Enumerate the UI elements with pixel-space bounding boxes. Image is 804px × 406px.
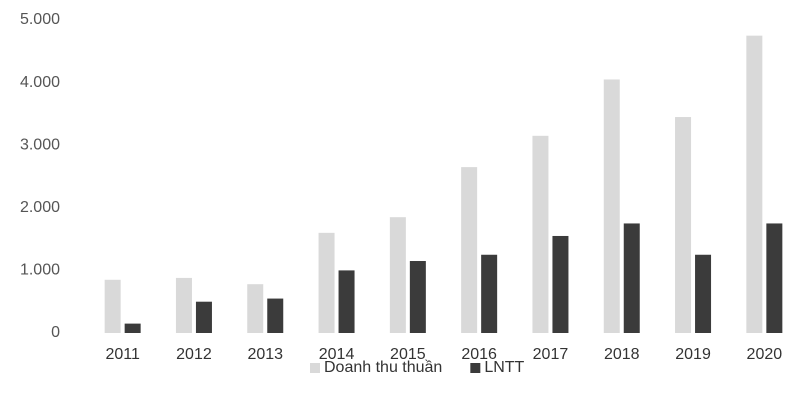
x-tick-label: 2015	[390, 346, 426, 363]
bar	[338, 270, 355, 333]
bar	[247, 284, 264, 333]
bar	[318, 232, 335, 333]
bar	[532, 135, 549, 333]
bar	[124, 323, 141, 333]
x-tick-label: 2013	[247, 346, 283, 363]
x-tick-label: 2014	[319, 346, 355, 363]
x-tick-label: 2018	[604, 346, 640, 363]
x-tick-label: 2011	[105, 346, 140, 363]
bar	[695, 254, 712, 333]
y-tick-label: 4.000	[20, 74, 60, 91]
bar	[195, 301, 212, 333]
bar	[766, 223, 783, 333]
bar	[175, 277, 192, 333]
y-tick-label: 0	[51, 324, 60, 341]
bar	[481, 254, 498, 333]
legend-swatch	[310, 363, 320, 373]
bar	[389, 217, 406, 333]
bar	[267, 298, 284, 333]
y-tick-label: 2.000	[20, 199, 60, 216]
bar	[675, 117, 692, 333]
legend-label: Doanh thu thuần	[324, 359, 442, 376]
x-tick-label: 2016	[461, 346, 497, 363]
y-tick-label: 1.000	[20, 262, 60, 279]
y-tick-label: 5.000	[20, 11, 60, 28]
x-tick-label: 2019	[675, 346, 711, 363]
bar	[409, 261, 426, 333]
y-tick-label: 3.000	[20, 136, 60, 153]
bar	[104, 279, 121, 333]
bar	[603, 79, 620, 333]
x-tick-label: 2020	[747, 346, 783, 363]
x-tick-label: 2012	[176, 346, 212, 363]
x-tick-label: 2017	[533, 346, 569, 363]
legend-label: LNTT	[484, 359, 524, 376]
bar	[461, 167, 478, 333]
bar	[746, 35, 763, 334]
bar	[623, 223, 640, 333]
legend-swatch	[470, 363, 481, 373]
bar	[552, 235, 569, 333]
